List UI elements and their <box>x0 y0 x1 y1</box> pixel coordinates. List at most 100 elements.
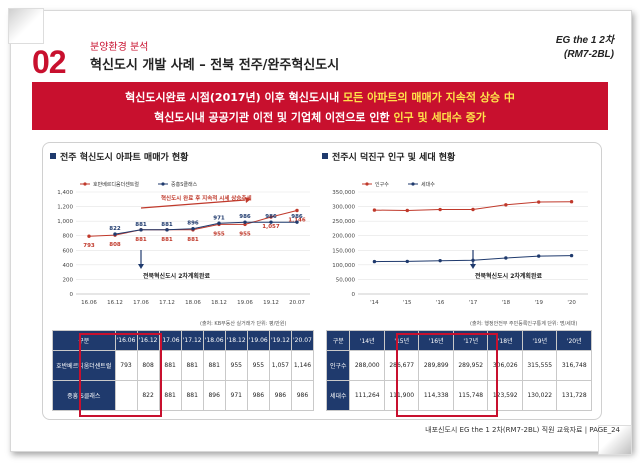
row-label-cell: 중흥 S클래스 <box>52 380 116 411</box>
data-point <box>372 208 377 212</box>
table-cell: 881 <box>158 350 182 381</box>
table-header-cell: '20년 <box>556 330 592 351</box>
data-label: 1,057 <box>262 224 280 230</box>
table-header-cell: '18.06 <box>202 330 226 351</box>
data-point <box>295 220 299 224</box>
square-bullet-icon <box>50 153 56 159</box>
banner-text-1b: 中 <box>500 91 515 104</box>
legend-label: 인구수 <box>375 181 389 188</box>
table-cell: 131,728 <box>556 380 592 411</box>
table-cell: 289,899 <box>418 350 454 381</box>
table-cell: 130,022 <box>521 380 558 411</box>
x-tick-label: 19.06 <box>237 300 253 306</box>
table-row: 중흥 S클래스 822 881 881 896 971 986 986 986 <box>52 380 315 411</box>
series-line <box>114 221 297 235</box>
table-cell: 955 <box>224 350 248 381</box>
x-tick-label: '19 <box>534 300 543 306</box>
data-label: 986 <box>239 214 251 220</box>
data-point <box>372 259 377 264</box>
y-tick-label: 600 <box>63 248 74 254</box>
data-label: 822 <box>109 226 121 232</box>
y-tick-label: 200,000 <box>332 234 355 240</box>
table-header-cell: '19.06 <box>246 330 270 351</box>
page-footer: 내포신도시 EG the 1 2차(RM7-2BL) 직원 교육자료 | PAG… <box>425 426 620 434</box>
x-tick-label: 18.06 <box>185 300 201 306</box>
x-tick-label: '15 <box>403 300 412 306</box>
trend-label: 혁신도시 완료 후 지속적 시세 상승추세 <box>161 194 252 202</box>
table-header-cell: '16년 <box>418 330 454 351</box>
legend-marker <box>411 182 415 186</box>
y-tick-label: 800 <box>63 234 74 240</box>
table-cell: 115,748 <box>452 380 489 411</box>
brand-line-1: EG the 1 2차 <box>555 35 614 46</box>
x-tick-label: '18 <box>502 300 511 306</box>
trend-arrow-line <box>140 199 246 209</box>
x-tick-label: '17 <box>469 300 478 306</box>
brand-label: EG the 1 2차 (RM7-2BL) <box>556 34 614 62</box>
banner-text-1a: 혁신도시완료 시점(2017년) 이후 혁신도시내 <box>125 91 344 104</box>
table-header-cell: 구분 <box>325 330 351 351</box>
table-header-cell: '19.12 <box>268 330 292 351</box>
population-line-chart: 0 50,000 100,000 150,000 200,000 250,000 300,0… <box>332 181 588 306</box>
table-cell: 881 <box>180 350 204 381</box>
page-title: 혁신도시 개발 사례 – 전북 전주/완주혁신도시 <box>90 58 340 73</box>
table-cell: 1,057 <box>268 350 292 381</box>
page-curl-top-left <box>8 8 44 44</box>
table-row: 인구수 288,000 286,677 289,899 289,952 306,026 31… <box>325 350 592 381</box>
milestone-arrow-head <box>470 264 476 269</box>
x-tick-label: '14 <box>370 300 379 306</box>
table-header-cell: '14년 <box>349 330 385 351</box>
y-tick-label: 400 <box>63 263 74 269</box>
milestone-arrow-head <box>138 264 144 269</box>
table-header-cell: '19년 <box>521 330 558 351</box>
x-tick-label: 17.12 <box>159 300 175 306</box>
y-tick-label: 1,200 <box>57 205 73 211</box>
data-point <box>87 234 91 238</box>
data-point <box>165 228 169 232</box>
table-header-cell: 구분 <box>52 330 116 351</box>
left-section-title: 전주 혁신도시 아파트 매매가 현황 <box>50 150 188 163</box>
data-label: 881 <box>135 222 147 228</box>
banner-line-2: 혁신도시내 공공기관 이전 및 기업체 이전으로 인한 인구 및 세대수 증가 <box>32 109 608 125</box>
data-point <box>569 199 574 204</box>
table-cell: 114,338 <box>418 380 454 411</box>
left-section-title-text: 전주 혁신도시 아파트 매매가 현황 <box>60 153 189 163</box>
data-point <box>243 220 247 224</box>
table-cell: 986 <box>268 380 292 411</box>
price-table: 구분 '16.06'16.12'17.06'17.12'18.06'18.12'1… <box>52 330 315 411</box>
data-point <box>405 208 409 213</box>
y-tick-label: 250,000 <box>332 219 355 225</box>
data-point <box>537 200 541 204</box>
legend-label: 중흥S클래스 <box>171 181 198 188</box>
table-row: 세대수 111,264 111,900 114,338 115,748 123,592 13… <box>325 380 592 411</box>
table-cell: 896 <box>202 380 226 411</box>
x-tick-label: 17.06 <box>133 300 149 306</box>
data-label: 896 <box>187 221 199 227</box>
data-point <box>139 228 143 232</box>
data-label: 881 <box>187 237 199 243</box>
data-point <box>295 208 299 213</box>
table-cell: 111,264 <box>349 380 385 411</box>
data-label: 986 <box>291 214 303 220</box>
data-label: 971 <box>213 215 225 221</box>
table-cell: 881 <box>180 380 204 411</box>
table-header-row: 구분 '16.06'16.12'17.06'17.12'18.06'18.12'1… <box>52 330 315 351</box>
table-cell: 881 <box>158 380 182 411</box>
left-source-note: (출처: KB부동산 실거래가 단위: 평/만원) <box>200 321 287 327</box>
y-tick-label: 1,400 <box>57 190 73 196</box>
y-tick-label: 0 <box>70 292 74 298</box>
population-table: 구분 '14년 '15년 '16년 '17년 '18년 '19년 '20년 인구수 288,000… <box>325 330 592 411</box>
data-label: 986 <box>265 214 277 220</box>
data-point <box>113 232 117 236</box>
right-section-title: 전주시 덕진구 인구 및 세대 현황 <box>322 150 455 163</box>
milestone-label: 전북혁신도시 2차계획완료 <box>143 272 210 280</box>
table-cell: 1,146 <box>290 350 315 381</box>
data-label: 793 <box>83 243 95 249</box>
milestone-label: 전북혁신도시 2차계획완료 <box>475 272 542 280</box>
x-tick-label: 20.07 <box>289 300 305 306</box>
legend-label: 호반베르디움더센트럴 <box>93 181 139 188</box>
data-label: 955 <box>239 231 251 237</box>
summary-banner: 혁신도시완료 시점(2017년) 이후 혁신도시내 모든 아파트의 매매가 지속… <box>32 82 608 130</box>
table-header-cell: '17.12 <box>180 330 204 351</box>
x-tick-label: 16.06 <box>81 300 97 306</box>
